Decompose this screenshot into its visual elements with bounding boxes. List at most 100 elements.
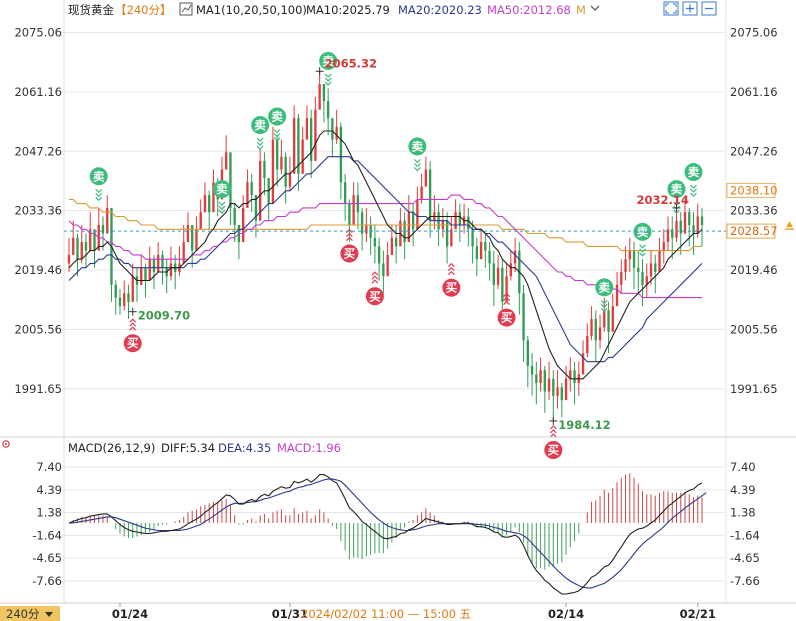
price-tick-label-right: 2061.16 <box>730 85 778 99</box>
candle-body <box>309 118 313 161</box>
time-axis: 01/24 01/31 02/14 02/21 <box>112 603 716 621</box>
candle-body <box>152 259 156 272</box>
price-tick-label-right: 2019.46 <box>730 263 778 277</box>
buy-arrow-icon <box>345 236 353 241</box>
candle-body <box>352 195 355 225</box>
macd-tick-label-left: -7.66 <box>32 574 62 588</box>
candle-body <box>658 250 661 272</box>
sell-arrow-icon <box>600 307 608 313</box>
candle-body <box>700 216 704 225</box>
candle-body <box>467 216 470 230</box>
candle-body <box>225 152 228 170</box>
sell-arrow-icon <box>639 252 646 257</box>
candle-body <box>314 109 317 161</box>
zoom-in-icon[interactable] <box>682 1 698 16</box>
candle-body <box>208 195 211 213</box>
candle-body <box>505 276 508 302</box>
annotation-label: 2065.32 <box>325 56 377 70</box>
candle-body <box>692 225 695 234</box>
candle-body <box>475 246 479 260</box>
sell-arrow-icon <box>273 129 281 134</box>
buy-arrow-icon <box>447 266 455 272</box>
macd-title: MACD(26,12,9) <box>68 441 155 455</box>
candle-body <box>335 126 338 140</box>
chevron-down-icon[interactable] <box>590 5 600 11</box>
sell-arrow-icon <box>690 184 697 189</box>
candle-body <box>339 126 343 183</box>
candle-body <box>373 237 377 247</box>
buy-badge <box>340 244 359 263</box>
candle-body <box>114 284 117 298</box>
sell-badge-label: 卖 <box>599 280 611 294</box>
candle-body <box>526 340 529 366</box>
candle-body <box>479 242 483 260</box>
candle-body <box>611 306 614 332</box>
macd-axis: 7.40 7.40 4.39 4.39 1.38 1.38 -1.64 -1.64 -4.65 -… <box>32 460 760 588</box>
buy-badge <box>442 278 461 297</box>
macd-value: MACD:1.96 <box>277 441 341 455</box>
buy-arrow-icon <box>129 318 137 323</box>
buy-badge-label: 买 <box>369 289 381 303</box>
sell-badge <box>633 222 652 241</box>
ma10-line <box>68 130 703 380</box>
macd-tick-label-left: -4.65 <box>32 551 62 565</box>
chart-bars-icon[interactable] <box>179 2 193 16</box>
candle-body <box>203 195 207 213</box>
candle-body <box>123 293 126 307</box>
macd-tick-label-right: -7.66 <box>730 574 760 588</box>
sell-arrow-icon <box>600 303 608 309</box>
candle-body <box>594 318 597 341</box>
settings-gear-icon[interactable] <box>2 440 10 448</box>
candle-body <box>127 293 130 302</box>
price-tag-label: 2038.10 <box>730 183 778 197</box>
candle-body <box>186 225 190 243</box>
expand-icon[interactable] <box>663 1 679 16</box>
candle-body <box>471 229 474 247</box>
annotation-label: 1984.12 <box>558 418 610 432</box>
ma-group-label[interactable]: MA1(10,20,50,100) <box>196 3 307 17</box>
sell-badge-label: 卖 <box>216 182 228 196</box>
period-selector[interactable] <box>0 606 60 621</box>
zoom-out-icon[interactable] <box>701 1 717 16</box>
macd-tick-label-left: -1.64 <box>32 528 62 542</box>
candle-body <box>637 267 640 272</box>
sell-arrow-icon <box>218 205 226 210</box>
price-tick-label-left: 2033.36 <box>14 204 62 218</box>
candle-body <box>76 237 79 260</box>
period-selector-label[interactable]: 240分 <box>6 607 40 621</box>
candle-body <box>284 156 287 187</box>
price-tick-label-right: 2075.06 <box>730 26 778 40</box>
candle-body <box>509 263 512 277</box>
buy-badge <box>544 441 563 459</box>
candle-body <box>93 229 96 251</box>
candle-body <box>377 246 381 264</box>
macd-lines <box>68 474 707 595</box>
price-tick-label-left: 2005.56 <box>14 322 62 336</box>
ma10-value: MA10:2025.79 <box>306 3 390 17</box>
candle-body <box>271 139 275 204</box>
sell-badge-label: 卖 <box>412 139 424 153</box>
candle-body <box>683 212 687 234</box>
time-tick-label: 01/31 <box>272 607 308 621</box>
sell-arrow-icon <box>324 81 332 86</box>
ma50-value: MA50:2012.68 <box>487 3 571 17</box>
candle-body <box>263 160 266 179</box>
price-tag-box <box>726 223 776 239</box>
period-label[interactable]: 【240分】 <box>115 3 171 17</box>
candle-body <box>212 182 215 213</box>
triangle-down-icon[interactable] <box>45 612 53 617</box>
symbol-name[interactable]: 现货黄金 <box>68 3 114 17</box>
candle-body <box>101 225 105 234</box>
price-tick-label-left: 2075.06 <box>14 26 62 40</box>
macd-tick-label-right: 4.39 <box>730 483 756 497</box>
candle-body <box>522 293 525 341</box>
sell-arrow-icon <box>218 209 226 214</box>
candle-body <box>564 378 568 401</box>
candle-body <box>292 118 296 174</box>
candle-body <box>72 237 75 255</box>
candle-body <box>246 182 249 208</box>
sell-arrow-icon <box>256 145 264 150</box>
macd-tick-label-right: -4.65 <box>730 551 760 565</box>
